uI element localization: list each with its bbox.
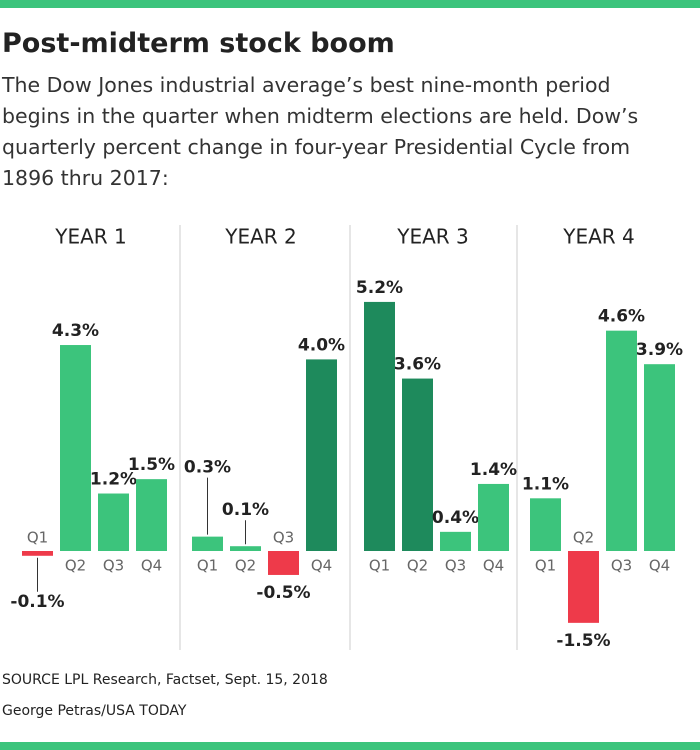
- bar: [136, 479, 167, 551]
- top-band: [0, 0, 700, 8]
- category-label: Q1: [369, 557, 390, 575]
- category-label: Q1: [27, 529, 48, 547]
- value-label: 1.5%: [128, 455, 175, 475]
- value-label: -1.5%: [556, 631, 610, 651]
- value-label: 0.1%: [222, 500, 269, 520]
- category-label: Q1: [197, 557, 218, 575]
- category-label: Q2: [235, 557, 256, 575]
- category-label: Q3: [273, 529, 294, 547]
- value-label: 3.6%: [394, 355, 441, 375]
- value-label: -0.5%: [256, 583, 310, 603]
- bar: [402, 378, 433, 551]
- bar: [568, 551, 599, 623]
- value-label: 1.4%: [470, 460, 517, 480]
- bar: [530, 498, 561, 551]
- category-label: Q4: [649, 557, 670, 575]
- category-label: Q3: [611, 557, 632, 575]
- value-label: 4.3%: [52, 321, 99, 341]
- value-label: 5.2%: [356, 278, 403, 298]
- bar: [60, 345, 91, 551]
- bar: [364, 301, 395, 551]
- category-label: Q4: [141, 557, 162, 575]
- title: Post-midterm stock boom: [2, 28, 395, 59]
- source: SOURCE LPL Research, Factset, Sept. 15, …: [2, 672, 328, 688]
- panel-title: YEAR 4: [562, 225, 635, 249]
- value-label: 3.9%: [636, 340, 683, 360]
- credit: George Petras/USA TODAY: [2, 703, 187, 719]
- category-label: Q2: [65, 557, 86, 575]
- subtitle: The Dow Jones industrial average’s best …: [2, 73, 639, 190]
- value-label: 4.0%: [298, 335, 345, 355]
- bar: [268, 551, 299, 575]
- bar: [22, 551, 53, 556]
- bar: [306, 359, 337, 551]
- panel-title: YEAR 1: [54, 225, 127, 249]
- value-label: 1.2%: [90, 470, 137, 490]
- category-label: Q4: [483, 557, 504, 575]
- category-label: Q3: [445, 557, 466, 575]
- value-label: 0.4%: [432, 508, 479, 528]
- bar: [606, 330, 637, 551]
- bar: [98, 493, 129, 551]
- value-label: -0.1%: [10, 592, 64, 612]
- bar: [644, 364, 675, 551]
- panel-title: YEAR 3: [396, 225, 469, 249]
- bottom-band: [0, 742, 700, 750]
- bar: [192, 536, 223, 551]
- bar: [440, 531, 471, 551]
- bar: [230, 546, 261, 551]
- panel-title: YEAR 2: [224, 225, 297, 249]
- category-label: Q3: [103, 557, 124, 575]
- value-label: 1.1%: [522, 474, 569, 494]
- value-label: 4.6%: [598, 307, 645, 327]
- bar: [478, 483, 509, 551]
- category-label: Q1: [535, 557, 556, 575]
- category-label: Q2: [407, 557, 428, 575]
- category-label: Q2: [573, 529, 594, 547]
- value-label: 0.3%: [184, 458, 231, 478]
- category-label: Q4: [311, 557, 332, 575]
